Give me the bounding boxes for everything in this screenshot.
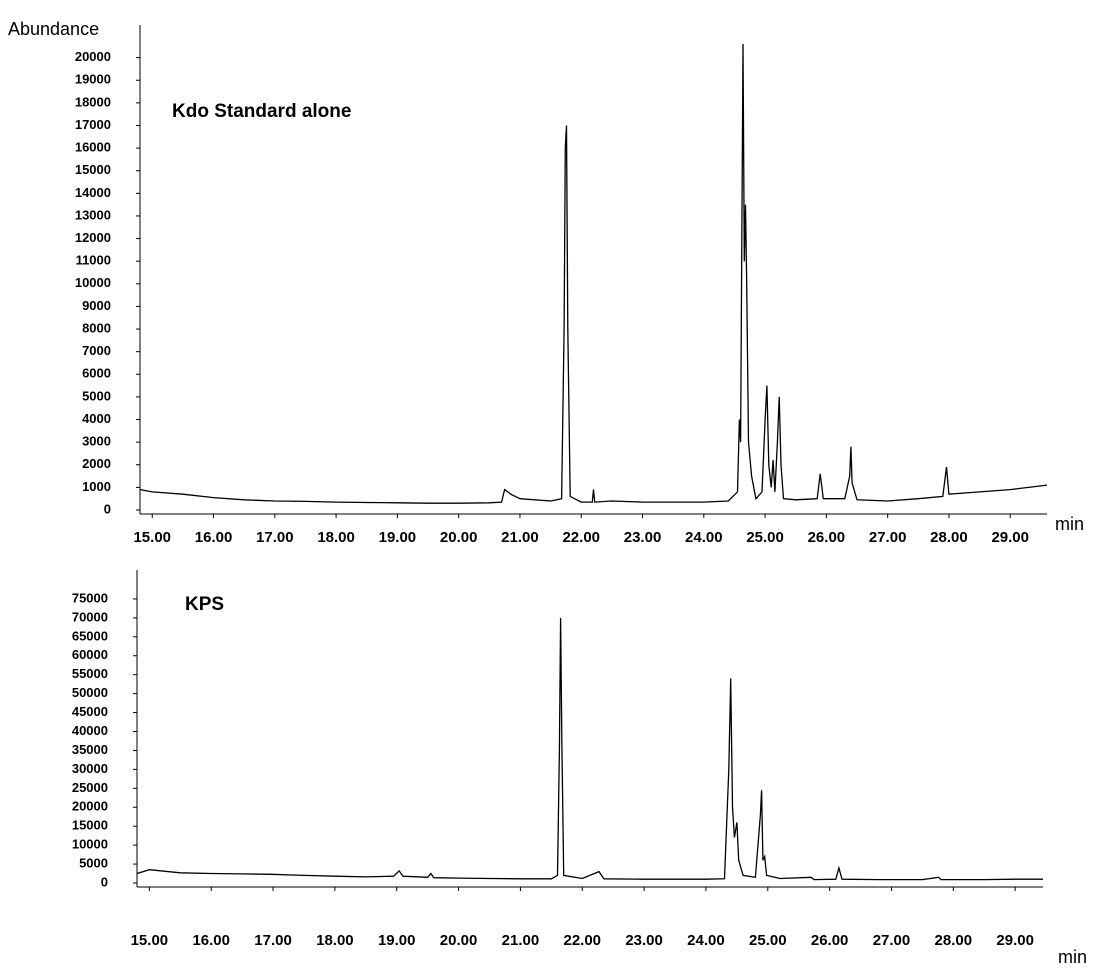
y-tick-label: 8000 — [82, 320, 111, 335]
x-tick-label: 21.00 — [502, 932, 540, 949]
x-tick-label: 15.00 — [133, 529, 171, 546]
x-tick-label: 28.00 — [930, 529, 968, 546]
x-tick-label: 29.00 — [996, 932, 1034, 949]
y-tick-label: 40000 — [72, 723, 108, 738]
y-tick-label: 18000 — [75, 94, 111, 109]
y-tick-label: 19000 — [75, 72, 111, 87]
y-tick-label: 50000 — [72, 685, 108, 700]
x-tick-label: 16.00 — [195, 529, 233, 546]
trace — [136, 617, 1043, 881]
y-tick-label: 20000 — [75, 49, 111, 64]
x-tick-label: 17.00 — [254, 932, 292, 949]
y-tick-label: 4000 — [82, 411, 111, 426]
annotation: KPS — [185, 594, 224, 615]
y-tick-label: 6000 — [82, 366, 111, 381]
y-tick-label: 70000 — [72, 609, 108, 624]
y-tick-label: 35000 — [72, 742, 108, 757]
x-tick-label: 20.00 — [440, 529, 478, 546]
x-tick-label: 15.00 — [131, 932, 169, 949]
x-tick-label: 18.00 — [316, 932, 354, 949]
y-tick-label: 1000 — [82, 479, 111, 494]
y-tick-label: 7000 — [82, 343, 111, 358]
x-tick-label: 26.00 — [808, 529, 846, 546]
x-tick-label: 23.00 — [624, 529, 662, 546]
x-tick-label: 27.00 — [873, 932, 911, 949]
y-tick-label: 11000 — [76, 253, 111, 268]
x-tick-label: 18.00 — [317, 529, 355, 546]
y-tick-label: 0 — [104, 501, 111, 516]
y-tick-label: 45000 — [72, 704, 108, 719]
y-tick-label: 5000 — [82, 388, 111, 403]
y-tick-label: 9000 — [82, 298, 111, 313]
x-tick-label: 28.00 — [935, 932, 973, 949]
y-tick-label: 30000 — [72, 761, 108, 776]
x-tick-label: 19.00 — [378, 932, 416, 949]
y-tick-label: 15000 — [72, 818, 108, 833]
x-tick-label: 23.00 — [625, 932, 663, 949]
x-tick-label: 24.00 — [685, 529, 723, 546]
x-tick-label: 29.00 — [991, 529, 1029, 546]
y-tick-label: 15000 — [75, 162, 111, 177]
y-tick-label: 14000 — [75, 185, 111, 200]
x-tick-label: 22.00 — [563, 932, 601, 949]
annotation: Kdo Standard alone — [172, 101, 351, 122]
x-tick-label: 22.00 — [562, 529, 600, 546]
y-tick-label: 3000 — [82, 434, 111, 449]
y-tick-label: 60000 — [72, 647, 108, 662]
y-tick-label: 65000 — [72, 628, 108, 643]
x-tick-label: 17.00 — [256, 529, 294, 546]
y-tick-label: 75000 — [72, 590, 108, 605]
x-tick-label: 24.00 — [687, 932, 725, 949]
y-tick-label: 17000 — [75, 117, 111, 132]
x-tick-label: 19.00 — [379, 529, 417, 546]
y-tick-label: 13000 — [75, 207, 111, 222]
y-tick-label: 12000 — [75, 230, 111, 245]
y-tick-label: 55000 — [72, 666, 108, 681]
x-tick-label: 25.00 — [746, 529, 784, 546]
x-tick-label: 16.00 — [192, 932, 230, 949]
trace — [139, 43, 1048, 504]
x-tick-label: 27.00 — [869, 529, 907, 546]
y-tick-label: 2000 — [82, 456, 111, 471]
x-tick-label: 26.00 — [811, 932, 849, 949]
y-tick-label: 10000 — [72, 837, 108, 852]
x-tick-label: 25.00 — [749, 932, 787, 949]
y-axis-label: Abundance — [8, 19, 99, 39]
y-tick-label: 20000 — [72, 799, 108, 814]
x-axis-label: min — [1058, 947, 1087, 967]
y-tick-label: 16000 — [75, 140, 111, 155]
y-tick-label: 0 — [101, 874, 108, 889]
y-tick-label: 5000 — [79, 856, 108, 871]
x-axis-label: min — [1055, 514, 1084, 534]
y-tick-label: 25000 — [72, 780, 108, 795]
y-tick-label: 10000 — [75, 275, 111, 290]
x-tick-label: 21.00 — [501, 529, 539, 546]
x-tick-label: 20.00 — [440, 932, 478, 949]
